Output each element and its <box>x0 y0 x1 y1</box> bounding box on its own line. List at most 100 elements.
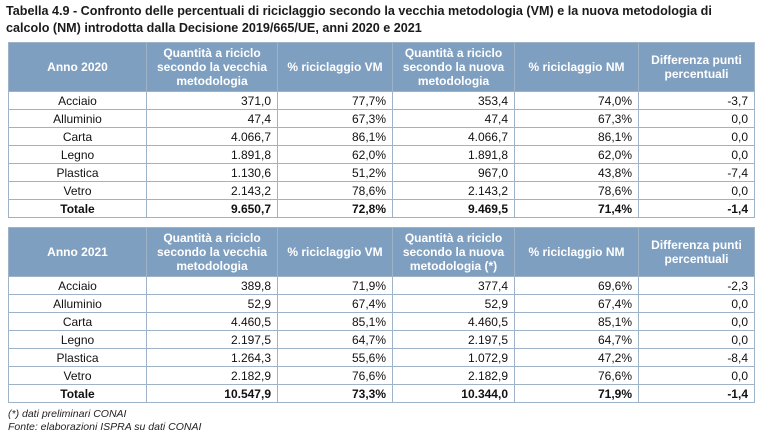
material-cell: Acciaio <box>8 276 147 295</box>
percent-vm-cell: 85,1% <box>277 312 393 331</box>
material-cell: Alluminio <box>8 294 147 313</box>
table-row: Acciaio 371,0 77,7% 353,4 74,0% -3,7 <box>8 91 755 110</box>
percent-vm-cell: 78,6% <box>277 181 393 200</box>
quantity-nm-cell: 1.891,8 <box>392 145 515 164</box>
quantity-vm-cell: 1.264,3 <box>146 348 278 367</box>
material-cell: Acciaio <box>8 91 147 110</box>
material-cell: Carta <box>8 312 147 331</box>
difference-cell: 0,0 <box>638 145 755 164</box>
total-quantity-nm: 9.469,5 <box>392 199 515 218</box>
difference-cell: 0,0 <box>638 109 755 128</box>
header-year: Anno 2021 <box>8 227 147 277</box>
header-year: Anno 2020 <box>8 42 147 92</box>
percent-nm-cell: 74,0% <box>514 91 639 110</box>
difference-cell: 0,0 <box>638 181 755 200</box>
table-row: Acciaio 389,8 71,9% 377,4 69,6% -2,3 <box>8 276 755 295</box>
percent-nm-cell: 86,1% <box>514 127 639 146</box>
table-row: Alluminio 47,4 67,3% 47,4 67,3% 0,0 <box>8 109 755 128</box>
header-percent-nm: % riciclaggio NM <box>514 42 639 92</box>
quantity-nm-cell: 4.460,5 <box>392 312 515 331</box>
percent-vm-cell: 51,2% <box>277 163 393 182</box>
difference-cell: -7,4 <box>638 163 755 182</box>
total-percent-vm: 72,8% <box>277 199 393 218</box>
table-row: Carta 4.460,5 85,1% 4.460,5 85,1% 0,0 <box>8 312 755 331</box>
total-label: Totale <box>8 384 147 403</box>
total-difference: -1,4 <box>638 384 755 403</box>
quantity-vm-cell: 47,4 <box>146 109 278 128</box>
quantity-vm-cell: 371,0 <box>146 91 278 110</box>
quantity-nm-cell: 47,4 <box>392 109 515 128</box>
quantity-vm-cell: 2.182,9 <box>146 366 278 385</box>
difference-cell: -8,4 <box>638 348 755 367</box>
total-row: Totale 9.650,7 72,8% 9.469,5 71,4% -1,4 <box>8 199 755 218</box>
recycling-table-2021: Anno 2021 Quantità a riciclo secondo la … <box>8 227 755 403</box>
difference-cell: 0,0 <box>638 366 755 385</box>
difference-cell: 0,0 <box>638 312 755 331</box>
quantity-vm-cell: 4.066,7 <box>146 127 278 146</box>
percent-nm-cell: 78,6% <box>514 181 639 200</box>
table-row: Legno 2.197,5 64,7% 2.197,5 64,7% 0,0 <box>8 330 755 349</box>
total-difference: -1,4 <box>638 199 755 218</box>
material-cell: Vetro <box>8 366 147 385</box>
material-cell: Plastica <box>8 348 147 367</box>
table-row: Alluminio 52,9 67,4% 52,9 67,4% 0,0 <box>8 294 755 313</box>
table-row: Carta 4.066,7 86,1% 4.066,7 86,1% 0,0 <box>8 127 755 146</box>
footnote-preliminary: (*) dati preliminari CONAI <box>8 408 127 420</box>
percent-nm-cell: 47,2% <box>514 348 639 367</box>
header-quantity-nm: Quantità a riciclo secondo la nuova meto… <box>392 42 515 92</box>
footnotes: (*) dati preliminari CONAI Fonte: elabor… <box>8 408 201 434</box>
header-difference: Differenza punti percentuali <box>638 42 755 92</box>
percent-nm-cell: 67,3% <box>514 109 639 128</box>
quantity-vm-cell: 1.891,8 <box>146 145 278 164</box>
quantity-nm-cell: 377,4 <box>392 276 515 295</box>
total-percent-vm: 73,3% <box>277 384 393 403</box>
table-row: Plastica 1.130,6 51,2% 967,0 43,8% -7,4 <box>8 163 755 182</box>
table-title: Tabella 4.9 - Confronto delle percentual… <box>6 4 712 35</box>
percent-nm-cell: 69,6% <box>514 276 639 295</box>
percent-vm-cell: 76,6% <box>277 366 393 385</box>
material-cell: Alluminio <box>8 109 147 128</box>
total-quantity-nm: 10.344,0 <box>392 384 515 403</box>
percent-vm-cell: 62,0% <box>277 145 393 164</box>
material-cell: Legno <box>8 145 147 164</box>
table-row: Legno 1.891,8 62,0% 1.891,8 62,0% 0,0 <box>8 145 755 164</box>
percent-vm-cell: 67,4% <box>277 294 393 313</box>
percent-vm-cell: 64,7% <box>277 330 393 349</box>
total-percent-nm: 71,4% <box>514 199 639 218</box>
quantity-vm-cell: 1.130,6 <box>146 163 278 182</box>
header-percent-vm: % riciclaggio VM <box>277 42 393 92</box>
recycling-table-2020: Anno 2020 Quantità a riciclo secondo la … <box>8 42 755 218</box>
header-difference: Differenza punti percentuali <box>638 227 755 277</box>
header-quantity-vm: Quantità a riciclo secondo la vecchia me… <box>146 42 278 92</box>
material-cell: Plastica <box>8 163 147 182</box>
difference-cell: -3,7 <box>638 91 755 110</box>
material-cell: Carta <box>8 127 147 146</box>
percent-vm-cell: 67,3% <box>277 109 393 128</box>
header-percent-vm: % riciclaggio VM <box>277 227 393 277</box>
quantity-nm-cell: 2.182,9 <box>392 366 515 385</box>
percent-vm-cell: 55,6% <box>277 348 393 367</box>
quantity-vm-cell: 52,9 <box>146 294 278 313</box>
quantity-nm-cell: 353,4 <box>392 91 515 110</box>
header-percent-nm: % riciclaggio NM <box>514 227 639 277</box>
footnote-source: Fonte: elaborazioni ISPRA su dati CONAI <box>8 421 202 433</box>
percent-nm-cell: 62,0% <box>514 145 639 164</box>
quantity-nm-cell: 967,0 <box>392 163 515 182</box>
table-header-row: Anno 2020 Quantità a riciclo secondo la … <box>8 42 755 92</box>
quantity-nm-cell: 1.072,9 <box>392 348 515 367</box>
difference-cell: 0,0 <box>638 330 755 349</box>
quantity-nm-cell: 2.197,5 <box>392 330 515 349</box>
difference-cell: -2,3 <box>638 276 755 295</box>
percent-nm-cell: 76,6% <box>514 366 639 385</box>
percent-nm-cell: 43,8% <box>514 163 639 182</box>
percent-vm-cell: 86,1% <box>277 127 393 146</box>
difference-cell: 0,0 <box>638 127 755 146</box>
percent-nm-cell: 64,7% <box>514 330 639 349</box>
quantity-vm-cell: 4.460,5 <box>146 312 278 331</box>
quantity-vm-cell: 389,8 <box>146 276 278 295</box>
quantity-nm-cell: 4.066,7 <box>392 127 515 146</box>
quantity-nm-cell: 52,9 <box>392 294 515 313</box>
table-row: Vetro 2.143,2 78,6% 2.143,2 78,6% 0,0 <box>8 181 755 200</box>
total-label: Totale <box>8 199 147 218</box>
total-row: Totale 10.547,9 73,3% 10.344,0 71,9% -1,… <box>8 384 755 403</box>
